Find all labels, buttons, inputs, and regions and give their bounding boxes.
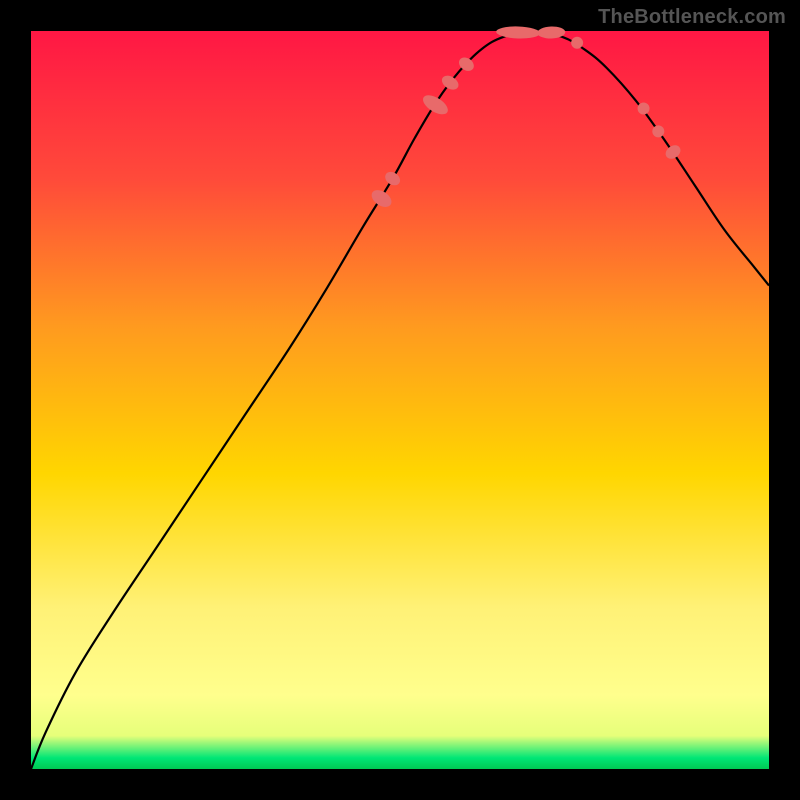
chart-container: TheBottleneck.com <box>0 0 800 800</box>
data-marker <box>652 125 664 137</box>
data-marker <box>638 102 650 114</box>
data-marker <box>571 37 583 49</box>
bottleneck-chart <box>0 0 800 800</box>
chart-gradient-bg <box>31 31 769 769</box>
attribution-label: TheBottleneck.com <box>598 6 786 29</box>
